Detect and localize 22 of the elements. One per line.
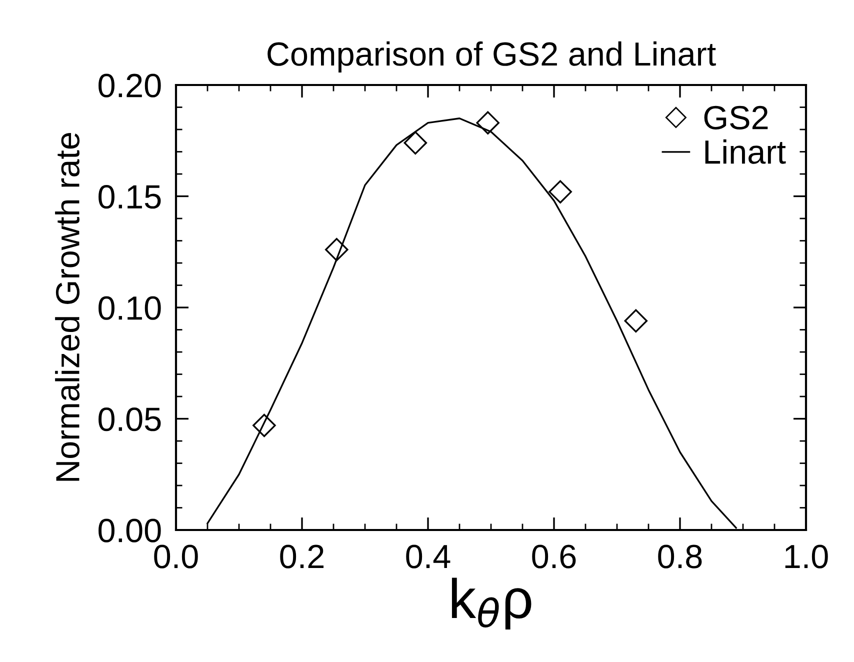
y-axis-title: Normalized Growth rate [55,132,80,481]
x-tick-label: 0.8 [658,544,702,568]
x-tick-label: 0.0 [154,544,198,568]
y-tick-label: 0.05 [98,408,161,432]
point [325,238,348,262]
y-tick-label: 0.10 [98,296,161,320]
point [476,111,500,134]
y-tick-label: 0.00 [98,518,161,542]
x-tick-label: 0.6 [532,544,576,568]
point [252,414,276,438]
chart-title: Comparison of GS2 and Linart [268,41,716,72]
legend-label: Linart [705,139,786,164]
y-tick-label: 0.20 [98,74,161,98]
x-tick-label: 0.4 [406,544,450,568]
x-tick-label: 1.0 [785,544,828,568]
point [624,309,648,332]
legend-label: GS2 [704,106,768,130]
y-tick-label: 0.15 [98,185,161,209]
x-tick-label: 0.2 [280,544,324,568]
point [404,131,428,154]
x-axis-title: k$_{θ}$ρ [452,578,532,630]
point [548,180,572,204]
